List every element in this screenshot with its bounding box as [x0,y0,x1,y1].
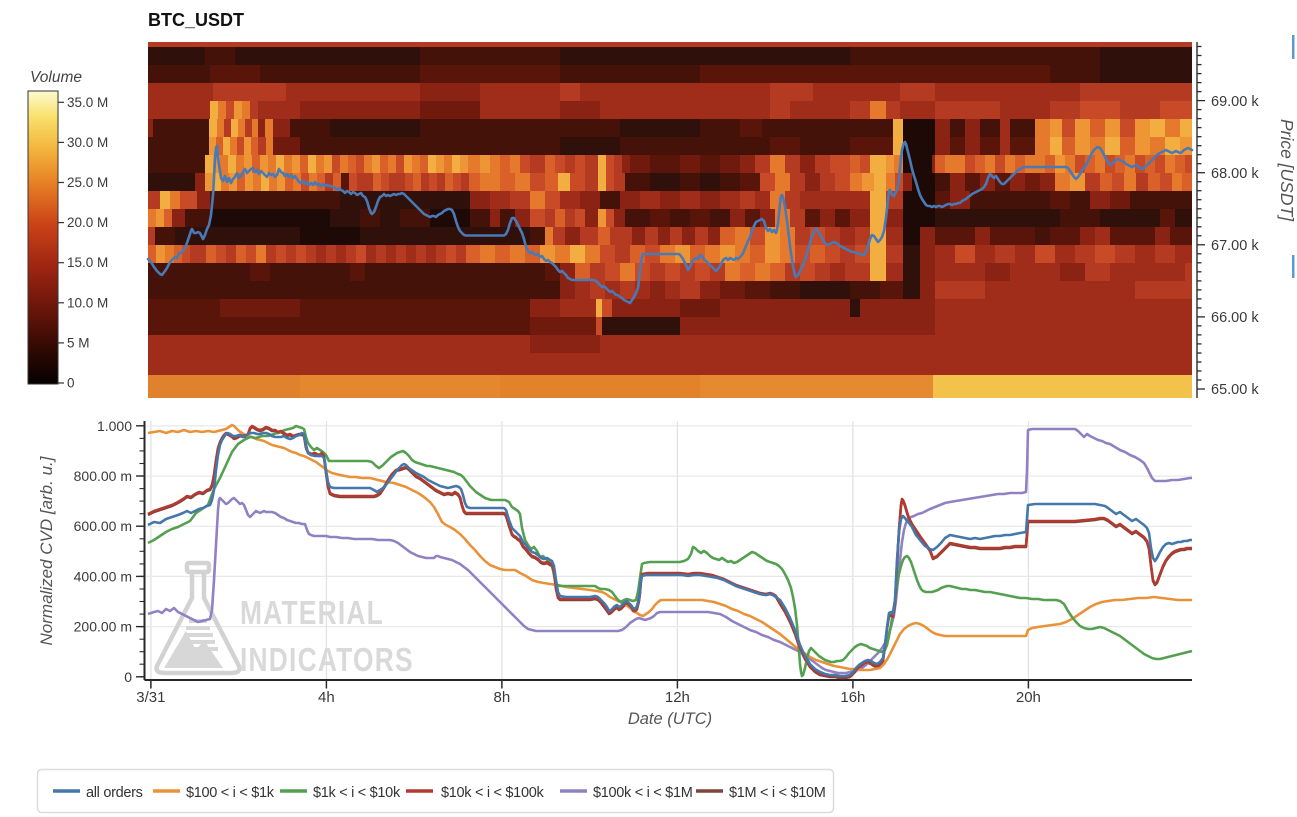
svg-text:1.000: 1.000 [97,418,132,434]
svg-text:BTC_USDT: BTC_USDT [148,10,244,30]
svg-text:25.0 M: 25.0 M [67,175,108,190]
svg-text:Price [USDT]: Price [USDT] [1277,119,1297,222]
svg-text:Normalized CVD [arb. u.]: Normalized CVD [arb. u.] [37,455,56,645]
svg-text:$1k < i < $10k: $1k < i < $10k [313,785,401,801]
svg-text:800.00 m: 800.00 m [74,468,132,484]
svg-text:4h: 4h [318,689,335,706]
svg-text:66.00 k: 66.00 k [1211,310,1259,326]
svg-text:Volume: Volume [30,69,82,86]
svg-text:$100k < i < $1M: $100k < i < $1M [593,785,693,801]
svg-text:12h: 12h [665,689,690,706]
svg-text:65.00 k: 65.00 k [1211,382,1259,398]
svg-text:67.00 k: 67.00 k [1211,238,1259,254]
svg-text:69.00 k: 69.00 k [1211,94,1259,110]
svg-text:0: 0 [124,669,132,685]
svg-text:68.00 k: 68.00 k [1211,166,1259,182]
svg-text:0: 0 [67,376,75,391]
svg-text:8h: 8h [494,689,511,706]
svg-text:3/31: 3/31 [136,689,165,706]
svg-text:10.0 M: 10.0 M [67,295,108,310]
svg-text:30.0 M: 30.0 M [67,135,108,150]
svg-text:all orders: all orders [86,785,143,801]
svg-text:35.0 M: 35.0 M [67,95,108,110]
svg-text:$1M < i < $10M: $1M < i < $10M [729,785,826,801]
svg-text:Date (UTC): Date (UTC) [628,710,712,728]
svg-text:$10k < i < $100k: $10k < i < $100k [441,785,544,801]
svg-text:INDICATORS: INDICATORS [240,642,414,678]
svg-text:$100 < i < $1k: $100 < i < $1k [186,785,275,801]
svg-text:600.00 m: 600.00 m [74,518,132,534]
svg-text:15.0 M: 15.0 M [67,255,108,270]
svg-text:20.0 M: 20.0 M [67,215,108,230]
svg-text:20h: 20h [1016,689,1041,706]
svg-text:16h: 16h [840,689,865,706]
svg-text:5 M: 5 M [67,335,90,350]
svg-text:400.00 m: 400.00 m [74,568,132,584]
svg-text:MATERIAL: MATERIAL [240,595,384,631]
svg-text:200.00 m: 200.00 m [74,619,132,635]
